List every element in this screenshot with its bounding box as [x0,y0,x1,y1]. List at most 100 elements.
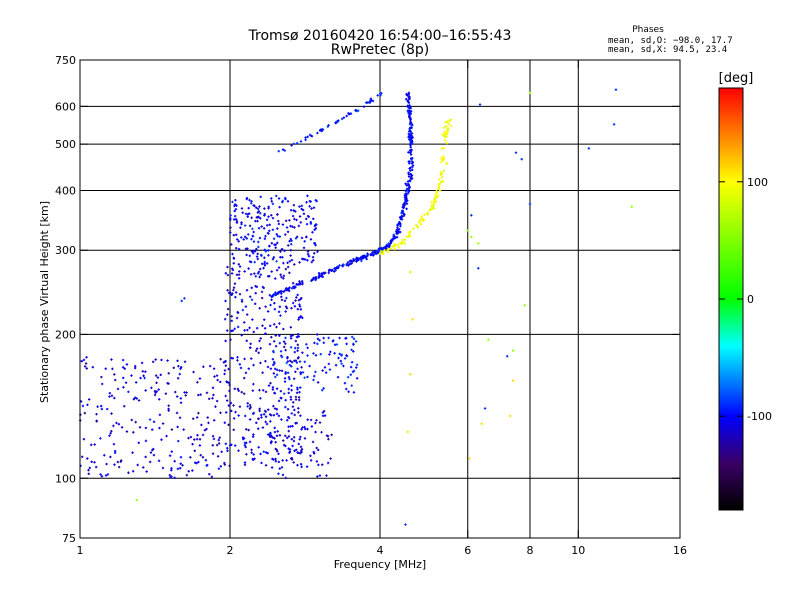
data-point [183,297,186,300]
data-point [443,139,447,142]
data-point [224,272,227,275]
data-point [282,392,286,395]
data-point [155,390,158,393]
data-point [312,450,315,454]
data-point [233,282,237,285]
plot-area [80,60,680,538]
data-point [270,435,274,439]
data-point [232,428,235,431]
data-point [110,430,113,433]
stats-heading: Phases [632,25,664,35]
data-point [314,370,317,374]
data-point [300,465,303,469]
data-point [274,344,278,348]
data-point [245,339,248,342]
data-point [262,267,265,270]
data-point [228,464,231,468]
data-point [409,177,413,180]
stats-o-line: mean, sd,O: −98.0, 17.7 [608,36,733,46]
data-point [300,447,304,451]
data-point [241,211,244,214]
data-point [226,273,230,277]
data-point [226,449,229,453]
data-point [285,459,288,462]
data-point [134,420,137,424]
data-point [310,260,313,264]
data-point [192,370,195,374]
data-point [284,310,287,313]
data-point [407,235,410,239]
data-point [108,434,111,437]
data-point [270,200,273,203]
data-point [282,277,285,280]
data-point [293,413,296,417]
data-point [296,367,299,371]
data-point [278,334,281,337]
data-point [199,454,202,457]
data-point [217,438,220,442]
data-point [259,397,262,400]
data-point [236,325,240,329]
data-point [340,117,344,121]
data-point [100,382,104,386]
data-point [318,421,322,424]
data-point [352,258,356,262]
data-point [296,335,300,339]
data-point [314,430,317,434]
data-point [309,454,312,458]
data-point [284,233,287,236]
data-point [272,349,275,353]
y-tick-label: 500 [55,138,76,151]
data-point [274,457,277,461]
data-point [230,319,233,323]
data-point [286,261,289,264]
data-point [345,263,348,267]
data-point [144,439,148,443]
data-point [275,412,279,416]
data-point [271,216,275,220]
data-point [376,94,379,97]
data-point [287,435,291,438]
data-point [237,389,240,392]
data-point [193,438,196,441]
data-point [318,474,322,477]
x-tick-label: 4 [377,544,384,557]
data-point [587,147,591,150]
chart-title: Tromsø 20160420 16:54:00–16:55:43 [248,28,512,44]
data-point [112,424,115,428]
data-point [81,404,85,408]
data-point [281,459,284,462]
data-point [251,389,254,392]
data-point [286,371,290,375]
data-point [240,236,243,239]
data-point [238,293,242,296]
data-point [528,91,532,95]
stats-x-line: mean, sd,X: 94.5, 23.4 [608,45,727,55]
data-point [311,256,315,259]
data-point [130,418,133,422]
data-point [170,468,173,472]
data-point [292,204,296,207]
data-point [299,435,302,439]
y-axis-label: Stationary phase Virtual Height [km] [38,201,51,403]
data-point [267,254,270,257]
data-point [299,445,303,448]
data-point [244,247,248,251]
data-point [255,326,259,330]
data-point [235,316,239,320]
data-point [243,321,246,324]
x-tick-label: 2 [227,544,234,557]
data-point [342,263,345,267]
data-point [284,267,288,271]
data-point [298,261,301,264]
data-point [211,452,215,455]
data-point [333,343,337,347]
data-point [207,421,210,425]
data-point [408,233,411,237]
data-point [277,399,281,403]
data-point [400,218,404,221]
data-point [132,397,136,401]
data-point [240,207,244,210]
data-point [289,237,292,241]
data-point [303,376,306,379]
